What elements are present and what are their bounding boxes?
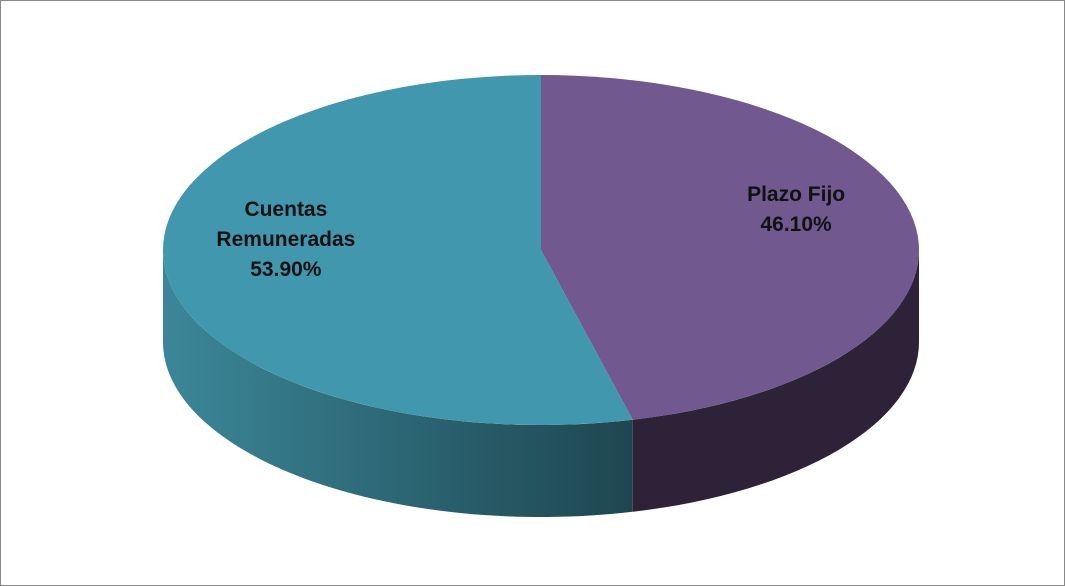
value-label: 46.10%: [760, 213, 832, 237]
pie-side: [163, 250, 633, 517]
category-label: Cuentas Remuneradas: [216, 197, 356, 251]
slice-label: Cuentas Remuneradas 53.90%: [191, 195, 381, 285]
pie-side: [632, 250, 919, 512]
value-label: 53.90%: [250, 257, 322, 281]
pie-slice: [541, 75, 919, 420]
category-label: Plazo Fijo: [747, 183, 846, 207]
pie-slice: [162, 75, 633, 425]
slice-label: Plazo Fijo 46.10%: [701, 180, 891, 240]
